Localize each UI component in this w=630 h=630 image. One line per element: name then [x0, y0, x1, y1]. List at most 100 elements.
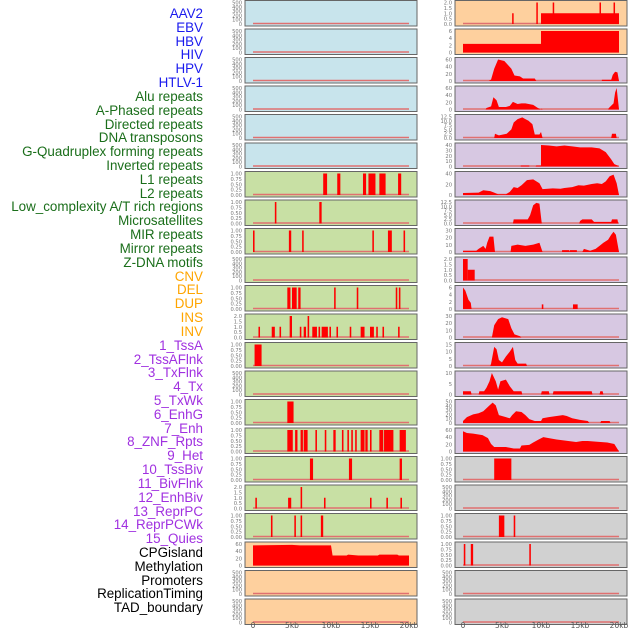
- y-tick-label: 0: [239, 108, 242, 114]
- y-tick-label: 300: [442, 608, 452, 614]
- track-label: DNA transposons: [98, 130, 203, 146]
- area-series: [463, 31, 619, 53]
- panel-right: [454, 484, 628, 511]
- y-tick-label: 0.50: [230, 439, 242, 445]
- y-tick-label: 200: [442, 583, 452, 589]
- bar: [356, 287, 359, 309]
- y-tick-label: 0.75: [230, 519, 242, 525]
- track-label: 15_Quies: [145, 531, 203, 547]
- bar: [298, 287, 301, 309]
- y-tick-label: 300: [232, 266, 242, 272]
- y-tick-label: 0: [449, 108, 452, 114]
- y-tick-label: 1.5: [444, 262, 452, 268]
- y-tick-label: 0.25: [230, 216, 242, 222]
- track-label: 12_EnhBiv: [138, 489, 203, 505]
- y-tick-label: 2.0: [444, 257, 452, 263]
- y-tick-label: 30: [445, 229, 452, 235]
- y-tick-label: 0: [239, 79, 242, 85]
- y-tick-label: 1.0: [444, 268, 452, 274]
- y-tick-label: 0.0: [444, 279, 452, 285]
- y-tick-label: 400: [232, 603, 242, 609]
- bar: [379, 173, 386, 195]
- track-label: TAD_boundary: [113, 600, 203, 616]
- area-series: [253, 544, 409, 566]
- y-tick-label: 1.00: [230, 428, 242, 434]
- area-series: [520, 145, 619, 167]
- bar: [300, 515, 303, 537]
- y-tick-label: 200: [232, 42, 242, 48]
- y-tick-label: 1.00: [440, 457, 452, 463]
- track-label: DUP: [174, 296, 203, 312]
- y-tick-label: 100: [232, 132, 242, 138]
- bar: [253, 230, 255, 252]
- y-tick-label: 0: [239, 165, 242, 171]
- bar: [337, 173, 341, 195]
- y-tick-label: 200: [232, 270, 242, 276]
- bar: [362, 173, 367, 195]
- track-label: A-Phased repeats: [95, 102, 203, 118]
- y-tick-label: 0.00: [230, 535, 242, 541]
- x-tick-label: 20kb: [610, 621, 629, 630]
- bar: [300, 430, 303, 452]
- bar: [324, 430, 327, 452]
- y-tick-label: 500: [442, 571, 452, 577]
- y-tick-label: 0.50: [230, 296, 242, 302]
- bar: [288, 230, 292, 252]
- y-tick-label: 500: [232, 29, 242, 35]
- area-series: [494, 117, 617, 138]
- track-label: HPV: [175, 61, 203, 77]
- y-tick-label: 20: [445, 182, 452, 188]
- y-tick-label: 20: [445, 321, 452, 327]
- y-tick-label: 300: [232, 66, 242, 72]
- track-label: 7_Enh: [164, 420, 203, 436]
- y-tick-label: 400: [232, 261, 242, 267]
- y-tick-label: 30: [445, 148, 452, 154]
- y-tick-label: 0: [449, 507, 452, 513]
- panel-left: [244, 513, 418, 540]
- y-tick-label: 0.75: [230, 405, 242, 411]
- y-tick-label: 10: [445, 371, 452, 377]
- panel-right: [454, 85, 628, 112]
- track-label: 14_ReprPCWk: [113, 517, 203, 533]
- track-label: 11_BivFlnk: [137, 475, 203, 491]
- y-tick-label: 0.50: [230, 182, 242, 188]
- bar: [321, 326, 328, 338]
- y-tick-label: 0.75: [230, 291, 242, 297]
- y-tick-label: 1.0: [234, 496, 242, 502]
- y-tick-label: 40: [445, 65, 452, 71]
- y-tick-label: 20: [445, 236, 452, 242]
- panel-left: [244, 342, 418, 369]
- panel-left: [244, 171, 418, 198]
- y-tick-label: 40: [235, 549, 242, 555]
- y-tick-label: 2.5: [444, 132, 452, 138]
- y-tick-label: 0.50: [230, 467, 242, 473]
- y-tick-label: 0.5: [234, 330, 242, 336]
- y-tick-label: 300: [232, 579, 242, 585]
- track-label: 10_TssBiv: [141, 462, 203, 478]
- y-tick-label: 20: [445, 412, 452, 418]
- x-tick-label: 5kb: [285, 621, 299, 630]
- y-tick-label: 0.00: [230, 250, 242, 256]
- bar: [398, 326, 400, 338]
- panel-right: [454, 541, 628, 568]
- y-tick-label: 0.25: [230, 188, 242, 194]
- bar: [379, 430, 384, 452]
- y-tick-label: 0.75: [440, 519, 452, 525]
- y-tick-label: 400: [232, 5, 242, 11]
- y-tick-label: 400: [232, 575, 242, 581]
- y-tick-label: 0.00: [440, 535, 452, 541]
- y-tick-label: 0.50: [440, 553, 452, 559]
- y-tick-label: 1.00: [230, 343, 242, 349]
- y-tick-label: 1.00: [230, 457, 242, 463]
- y-tick-label: 0.00: [230, 478, 242, 484]
- y-tick-label: 500: [232, 115, 242, 121]
- y-tick-label: 50: [445, 400, 452, 406]
- y-tick-label: 0.25: [230, 359, 242, 365]
- y-tick-label: 1.0: [444, 11, 452, 17]
- y-tick-label: 300: [232, 152, 242, 158]
- area-series: [463, 231, 619, 252]
- y-tick-label: 0.50: [440, 524, 452, 530]
- y-tick-label: 0: [239, 22, 242, 28]
- y-tick-label: 100: [442, 502, 452, 508]
- bar: [279, 326, 282, 338]
